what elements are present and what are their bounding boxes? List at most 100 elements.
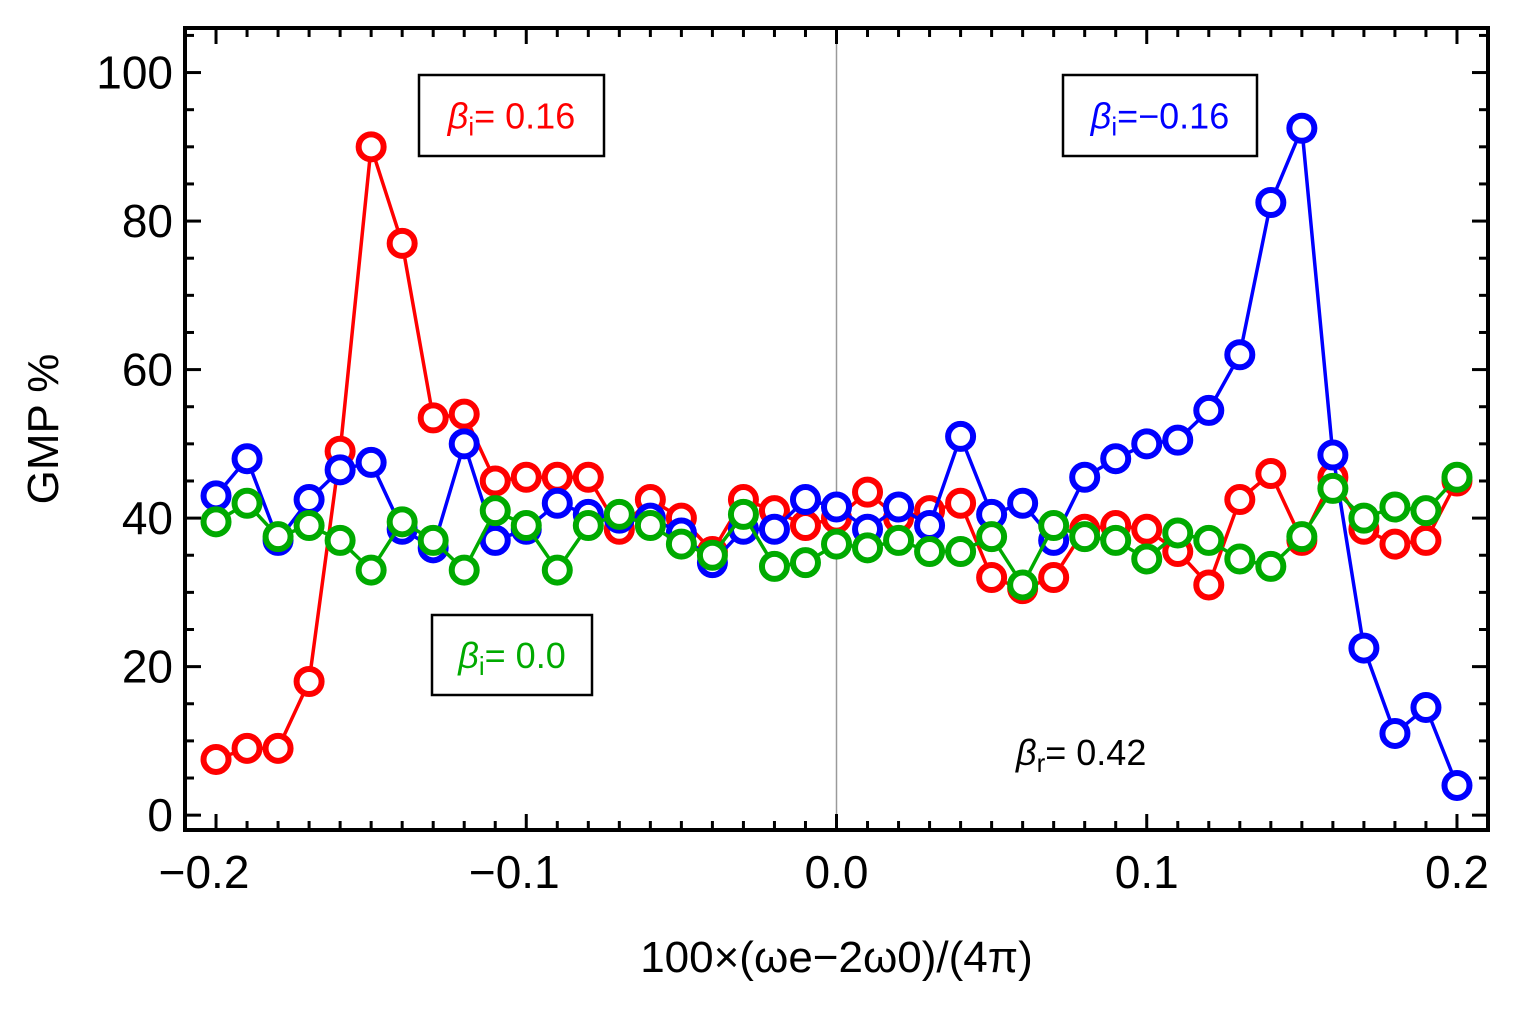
data-point [1131, 428, 1163, 460]
annotation-box [417, 73, 606, 158]
data-point [945, 536, 977, 568]
data-point [1007, 569, 1039, 601]
y-tick-label: 20 [122, 641, 173, 693]
data-point [417, 402, 449, 434]
data-point [1317, 439, 1349, 471]
data-point [1410, 691, 1442, 723]
data-point [1379, 491, 1411, 523]
data-point [1286, 521, 1318, 553]
annotation-label: βi= 0.0 [457, 635, 565, 681]
data-point [852, 532, 884, 564]
data-point [821, 528, 852, 560]
x-tick-label: 0.2 [1425, 846, 1489, 898]
data-point [1286, 112, 1318, 144]
data-point [231, 487, 263, 519]
data-point [914, 536, 946, 568]
data-point [789, 547, 821, 579]
x-tick-labels: −0.2 −0.1 0.0 0.1 0.2 [159, 846, 1489, 898]
annotation-3: βr= 0.42 [1015, 732, 1146, 778]
data-point [1007, 487, 1039, 519]
data-point [758, 513, 790, 545]
data-point [1224, 339, 1256, 371]
data-point [789, 510, 821, 542]
data-point [1255, 550, 1287, 582]
data-point [634, 510, 666, 542]
y-tick-labels: 0 20 40 60 80 100 [96, 47, 173, 842]
data-point [1131, 543, 1163, 575]
data-point [572, 510, 604, 542]
data-point [293, 484, 325, 516]
data-point [883, 491, 915, 523]
y-tick-label: 40 [122, 492, 173, 544]
data-point [200, 480, 232, 512]
data-point [883, 524, 915, 556]
data-point [448, 398, 480, 430]
data-point [1224, 484, 1256, 516]
data-point [976, 562, 1008, 594]
data-point [479, 495, 511, 527]
data-point [231, 443, 263, 475]
data-point [448, 428, 480, 460]
data-point [914, 510, 946, 542]
annotation-0: βi= 0.16 [417, 73, 606, 158]
data-point [448, 554, 480, 586]
tick-layer [183, 28, 1490, 830]
y-tick-label: 0 [147, 789, 173, 841]
data-point [355, 554, 387, 586]
data-point [1193, 569, 1225, 601]
data-point [1069, 461, 1101, 493]
data-point [541, 461, 573, 493]
data-point [1255, 187, 1287, 219]
data-point [1410, 524, 1442, 556]
data-point [1162, 517, 1194, 549]
data-point [1038, 510, 1070, 542]
data-point [821, 491, 852, 523]
data-point [541, 487, 573, 519]
data-point [479, 465, 511, 497]
data-point [479, 524, 511, 556]
data-point [603, 498, 635, 530]
annotation-2: βi= 0.0 [430, 613, 594, 697]
annotations: βi= 0.16 βi=−0.16 βi= 0.0 βr= 0.42 [417, 73, 1259, 778]
data-point [262, 732, 294, 764]
x-axis-title: 100×(ωe−2ω0)/(4π) [640, 933, 1033, 982]
data-point [386, 227, 418, 259]
data-point [945, 420, 977, 452]
data-point [231, 732, 263, 764]
data-point [1379, 528, 1411, 560]
data-point [1131, 513, 1163, 545]
annotation-label: βi=−0.16 [1090, 96, 1229, 142]
y-tick-label: 100 [96, 47, 173, 99]
data-point [293, 665, 325, 697]
data-point [976, 521, 1008, 553]
data-point [386, 506, 418, 538]
y-tick-label: 80 [122, 195, 173, 247]
series-2 [200, 461, 1473, 601]
x-tick-label: 0.0 [805, 846, 869, 898]
data-point [1069, 521, 1101, 553]
data-point [1100, 443, 1132, 475]
x-tick-label: −0.2 [159, 846, 250, 898]
y-tick-label: 60 [122, 344, 173, 396]
x-tick-label: 0.1 [1115, 846, 1179, 898]
data-point [541, 554, 573, 586]
series-layer [200, 112, 1473, 801]
data-point [852, 476, 884, 508]
data-point [1441, 461, 1473, 493]
data-point [1379, 717, 1411, 749]
data-point [510, 461, 542, 493]
data-point [355, 131, 387, 163]
data-point [510, 510, 542, 542]
data-point [324, 524, 356, 556]
data-point [1255, 458, 1287, 490]
y-axis-title: GMP % [19, 354, 68, 505]
annotation-label: βi= 0.16 [447, 96, 575, 142]
data-point [1348, 502, 1380, 534]
data-point [1193, 394, 1225, 426]
data-point [1193, 524, 1225, 556]
data-point [293, 510, 325, 542]
annotation-1: βi=−0.16 [1061, 73, 1259, 158]
annotation-label: βr= 0.42 [1015, 732, 1146, 778]
data-point [1038, 562, 1070, 594]
